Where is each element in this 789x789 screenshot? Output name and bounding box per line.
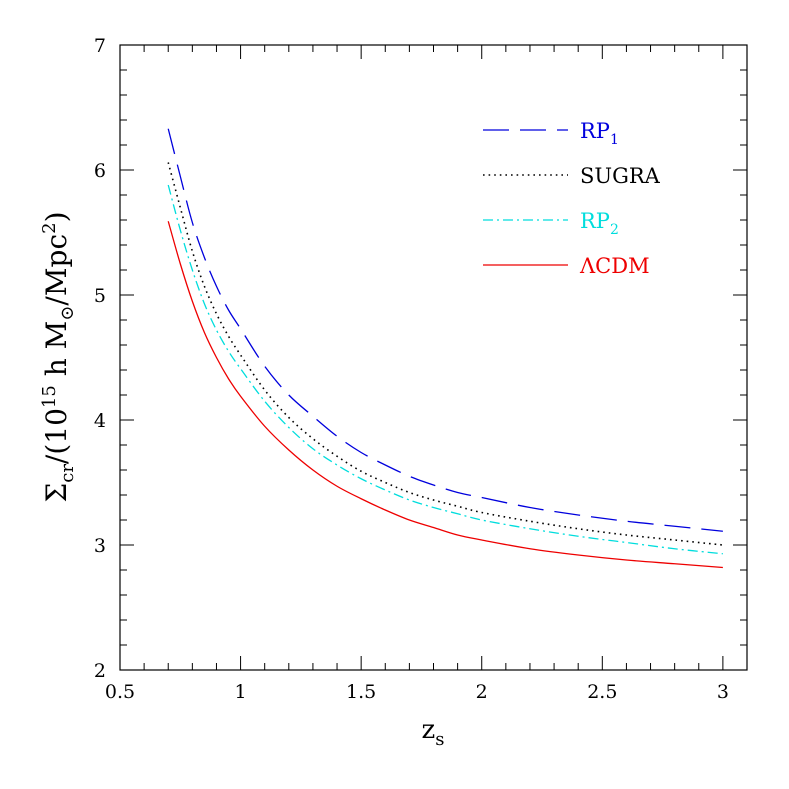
legend-label-sub: 2 (610, 222, 619, 238)
legend-label-1: SUGRA (580, 164, 661, 188)
x-axis-title-sub: s (435, 729, 444, 750)
legend-label-main: RP (580, 119, 610, 143)
series-line-2 (167, 184, 723, 555)
y-title-tail-exp: 2 (39, 222, 60, 233)
y-tick-label: 6 (94, 160, 106, 182)
plot-frame (119, 44, 748, 671)
y-title-open: /(10 (40, 408, 73, 464)
y-tick-label: 4 (94, 410, 106, 432)
legend-label-main: ΛCDM (579, 254, 650, 278)
legend-label-main: RP (580, 209, 610, 233)
y-title-sigma-sub: cr (57, 464, 78, 483)
series-line-3 (167, 221, 723, 569)
legend-label-sub: 1 (610, 132, 619, 148)
y-title-sigma: Σ (40, 483, 73, 503)
axis-ticks (119, 44, 748, 671)
y-title-exp: 15 (39, 385, 60, 408)
x-axis-title: zs (422, 715, 445, 750)
legend-label-2: RP2 (580, 209, 619, 238)
series-lines (167, 128, 723, 569)
y-title-tail: /Mpc (40, 234, 73, 306)
tick-labels: 0.5 1 1.5 2 2.5 3 2 3 4 5 6 7 (94, 35, 729, 703)
y-title-h: h M (40, 321, 73, 386)
series-line-0 (167, 128, 723, 532)
x-tick-label: 2 (476, 681, 488, 703)
x-axis-title-main: z (422, 715, 436, 745)
y-title-close: ) (40, 211, 73, 222)
x-tick-label: 0.5 (105, 681, 135, 703)
x-tick-label: 3 (717, 681, 729, 703)
legend-label-main: SUGRA (580, 164, 661, 188)
y-tick-label: 7 (94, 35, 106, 57)
x-tick-label: 2.5 (587, 681, 617, 703)
y-tick-label: 3 (94, 535, 106, 557)
y-tick-label: 5 (94, 285, 106, 307)
y-tick-label: 2 (94, 660, 106, 682)
y-title-sun: ⊙ (57, 306, 78, 321)
series-line-1 (167, 162, 723, 546)
legend-label-0: RP1 (580, 119, 619, 148)
x-tick-label: 1 (235, 681, 247, 703)
y-axis-title: Σcr/(1015 h M⊙/Mpc2) (39, 211, 78, 502)
x-tick-label: 1.5 (346, 681, 376, 703)
legend-label-3: ΛCDM (579, 254, 650, 278)
